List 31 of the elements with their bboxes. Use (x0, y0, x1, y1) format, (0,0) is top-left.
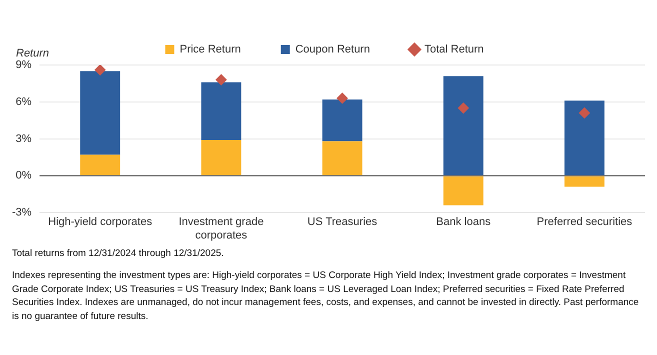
bar (443, 176, 484, 206)
y-tick-label: -3% (12, 206, 32, 219)
y-tick-label: 9% (16, 59, 32, 72)
x-tick-label: High-yield corporates (48, 216, 153, 228)
bar (564, 100, 604, 176)
y-axis-title: Return (16, 48, 50, 60)
legend-label: Coupon Return (295, 44, 370, 56)
x-tick-label: Preferred securities (536, 216, 633, 228)
y-tick-label: 0% (16, 170, 32, 182)
x-tick-label: Investment grade corporates (178, 216, 264, 242)
point (94, 65, 106, 76)
text: Total returns from 12/31/2024 through 12/31/2025. (12, 247, 225, 261)
text: Indexes representing the investment types are: High-yield corporates = US Corporate High Yield Index; Investment grade corporates = Investment Grade Corporate Index; US Treasuries = US Treasury Index; Bank loans = US Leveraged Loan Index; Preferred securities = Fixed Rate Preferred Securities Index. Indexes are unmanaged, do not incur management fees, costs, and expenses, and cannot be invested in directly. Past performance is no guarantee of future results. (12, 268, 640, 324)
point (216, 74, 227, 86)
bar (80, 154, 120, 176)
point (336, 92, 348, 104)
point (578, 107, 590, 118)
bar (564, 176, 604, 187)
legend-label: Price Return (180, 44, 241, 56)
bar (201, 140, 242, 176)
y-tick-label: 6% (16, 96, 32, 108)
x-tick-label: US Treasuries (307, 216, 378, 228)
bar (322, 99, 362, 142)
point (458, 102, 469, 114)
bar (322, 141, 362, 176)
bar (201, 82, 242, 140)
y-tick-label: 3% (16, 132, 32, 145)
legend-label: Total Return (424, 44, 484, 56)
bar (80, 71, 120, 155)
bar (443, 76, 484, 176)
x-tick-label: Bank loans (436, 216, 492, 228)
